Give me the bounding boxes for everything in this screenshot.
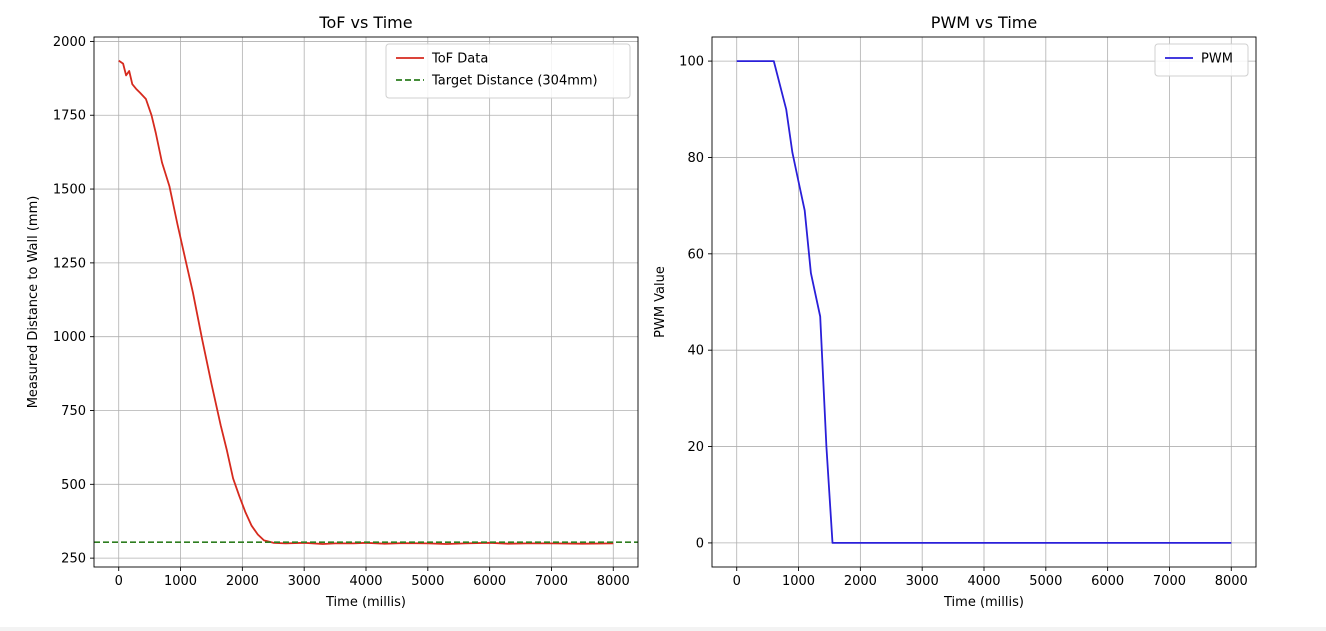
x-tick-label: 5000 [1029,574,1062,589]
x-tick-label: 1000 [782,574,815,589]
y-tick-label: 1500 [53,183,86,198]
legend-box [385,43,631,99]
legend: PWM [1154,43,1249,77]
y-tick-label: 1000 [53,330,86,345]
y-tick-label: 1750 [53,109,86,124]
y-tick-label: 1250 [53,256,86,271]
x-tick-label: 7000 [535,574,568,589]
x-tick-label: 5000 [411,574,444,589]
x-tick-label: 2000 [226,574,259,589]
x-tick-label: 3000 [906,574,939,589]
x-tick-label: 7000 [1153,574,1186,589]
y-tick-label: 80 [687,151,704,166]
x-tick-label: 3000 [288,574,321,589]
x-tick-label: 2000 [844,574,877,589]
x-tick-label: 1000 [164,574,197,589]
y-tick-label: 250 [61,552,86,567]
y-tick-label: 500 [61,478,86,493]
y-tick-label: 750 [61,404,86,419]
tof-chart: ToF vs Time 0 1000 2000 3000 4000 5000 6000 7000… [26,13,639,610]
y-tick-label: 40 [687,344,704,359]
y-axis-label: Measured Distance to Wall (mm) [26,196,41,409]
y-axis-label: PWM Value [653,266,668,338]
x-axis-label: Time (millis) [943,595,1024,610]
chart-title: PWM vs Time [931,13,1037,32]
y-tick-label: 20 [687,440,704,455]
chart-title: ToF vs Time [318,13,412,32]
footer-bar [0,627,1326,631]
y-tick-label: 60 [687,247,704,262]
legend-box [1154,43,1249,77]
x-tick-label: 6000 [1091,574,1124,589]
legend-label: ToF Data [431,52,488,67]
x-axis-label: Time (millis) [325,595,406,610]
x-tick-label: 4000 [967,574,1000,589]
series-line-0 [118,59,614,545]
y-tick-label: 0 [696,536,704,551]
x-tick-label: 6000 [473,574,506,589]
y-tick-label: 2000 [53,35,86,50]
legend-label: Target Distance (304mm) [431,74,598,89]
x-tick-label: 8000 [597,574,630,589]
x-tick-label: 0 [115,574,123,589]
x-tick-label: 8000 [1215,574,1248,589]
x-tick-label: 4000 [349,574,382,589]
legend: ToF Data Target Distance (304mm) [385,43,631,99]
x-tick-label: 0 [733,574,741,589]
series-line-0 [736,60,1232,544]
legend-label: PWM [1201,52,1233,67]
y-tick-label: 100 [679,55,704,70]
